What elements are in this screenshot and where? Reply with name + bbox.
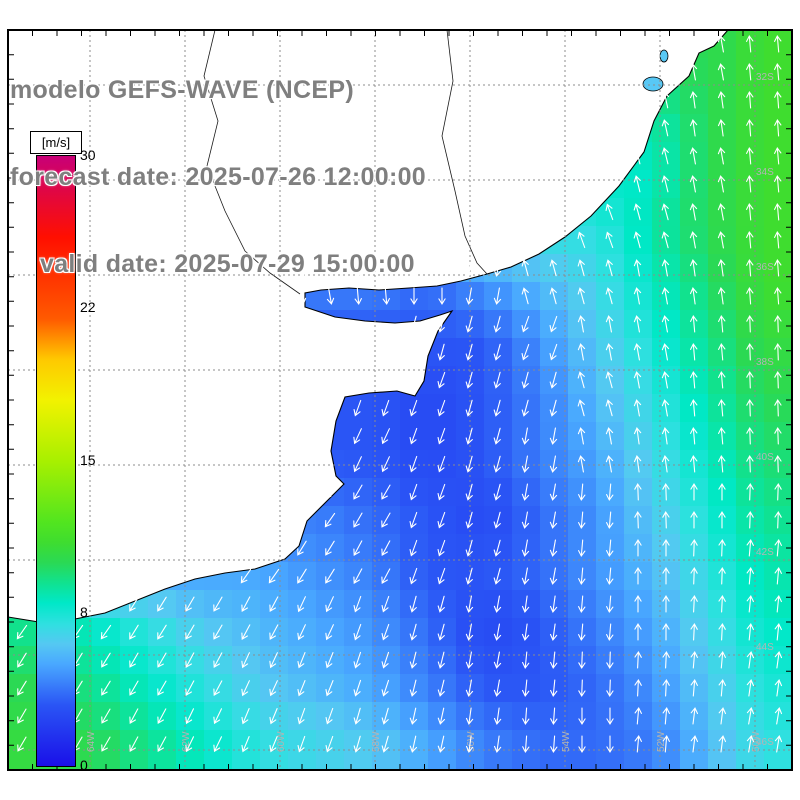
lat-label: 40S: [756, 452, 774, 463]
coastal-lagoon: [659, 49, 669, 63]
lat-label: 34S: [756, 167, 774, 178]
lon-label: 64W: [86, 731, 97, 752]
lon-label: 54W: [561, 731, 572, 752]
coastline: [8, 30, 729, 624]
lon-label: 50W: [751, 731, 762, 752]
lat-label: 42S: [756, 547, 774, 558]
valid-date-label: valid date: 2025-07-29 15:00:00: [40, 250, 415, 278]
lon-label: 52W: [656, 731, 667, 752]
colorbar-tick-8: 8: [80, 604, 88, 620]
lat-label: 36S: [756, 262, 774, 273]
model-title: modelo GEFS-WAVE (NCEP): [10, 76, 354, 104]
river: [441, 30, 488, 275]
lat-label: 32S: [756, 72, 774, 83]
lat-label: 44S: [756, 642, 774, 653]
map-frame: [7, 29, 793, 771]
colorbar-tick-0: 0: [80, 757, 88, 773]
lon-label: 56W: [466, 731, 477, 752]
forecast-date-label: forecast date: 2025-07-26 12:00:00: [10, 163, 426, 191]
lat-label: 38S: [756, 357, 774, 368]
frame-ticks: [9, 31, 791, 769]
title-block: modelo GEFS-WAVE (NCEP) forecast date: 2…: [10, 18, 426, 337]
colorbar-unit-label: [m/s]: [30, 131, 82, 154]
wind-arrows: [16, 34, 783, 754]
lat-label: 46S: [756, 737, 774, 748]
colorbar-gradient: [36, 155, 76, 767]
colorbar-tick-22: 22: [80, 299, 96, 315]
lon-label: 62W: [181, 731, 192, 752]
colorbar-tick-15: 15: [80, 452, 96, 468]
land-mask: [8, 30, 728, 623]
graticule: [8, 30, 792, 770]
lon-label: 60W: [276, 731, 287, 752]
graticule-labels: 64W 62W 60W 58W 56W 54W 52W 50W 32S 34S 36S 38S 40S 4…: [86, 72, 774, 752]
coastal-lagoon: [642, 76, 664, 92]
colorbar-tick-30: 30: [80, 147, 96, 163]
river: [203, 30, 301, 295]
lon-label: 58W: [371, 731, 382, 752]
